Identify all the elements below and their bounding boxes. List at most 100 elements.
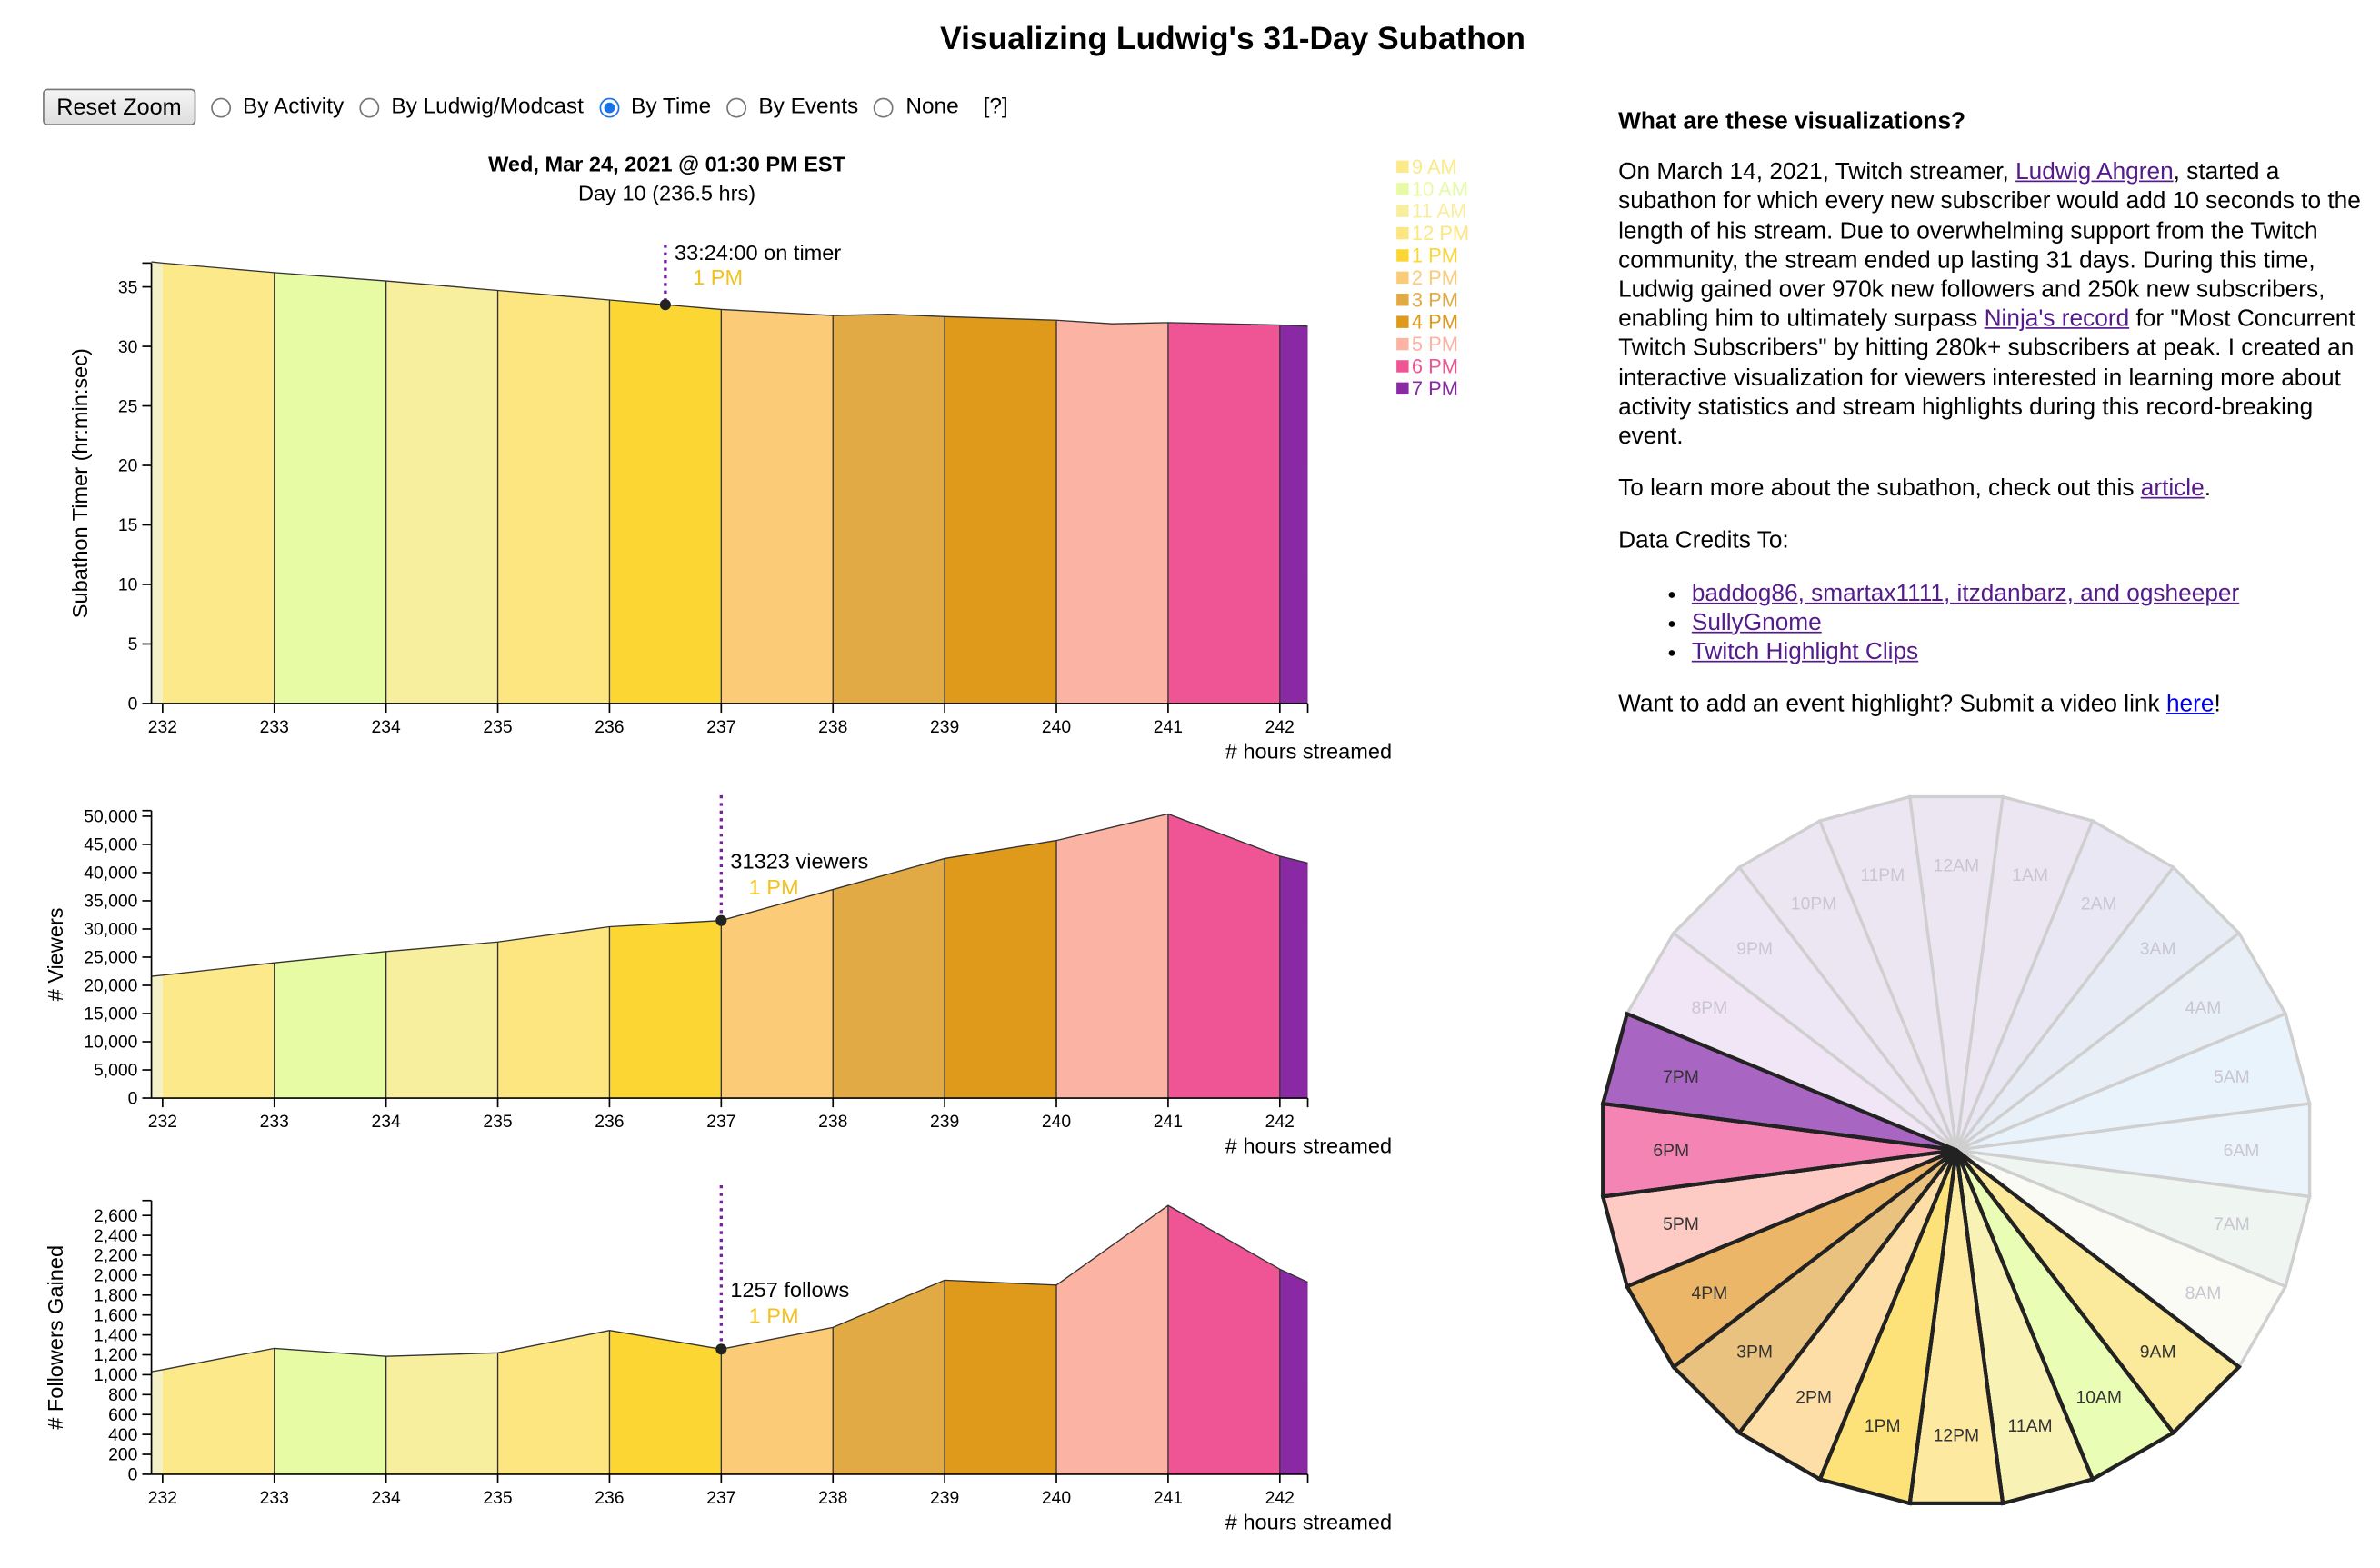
hour-wheel[interactable]: 12AM 1AM 2AM 3AM 4AM 5AM 6AM 7AM 8AM 9AM 10AM 11AM 1… (1591, 784, 2325, 1519)
hover-point[interactable] (659, 299, 671, 311)
hour-segment[interactable] (1167, 814, 1280, 1099)
hour-segment[interactable] (151, 262, 163, 704)
hover-hour-label: 1 PM (693, 265, 743, 289)
hour-segment[interactable] (385, 1353, 498, 1474)
hour-segment[interactable] (945, 840, 1057, 1099)
info-link[interactable]: Ninja's record (1984, 305, 2130, 333)
radio-label: By Events (758, 95, 859, 120)
hour-slice[interactable] (1817, 794, 1958, 1151)
info-heading: What are these visualizations? (1618, 108, 1966, 135)
radio-circle[interactable] (873, 96, 894, 117)
y-tick-label: 45,000 (84, 835, 137, 855)
hour-segment[interactable] (497, 926, 610, 1099)
hover-value-label: 1257 follows (730, 1278, 849, 1302)
hour-slice-label: 4PM (1691, 1283, 1727, 1303)
y-tick-label: 10,000 (84, 1033, 137, 1053)
hour-segment[interactable] (721, 889, 834, 1099)
radio-circle-selected[interactable] (598, 96, 619, 117)
hour-segment[interactable] (1167, 1205, 1280, 1474)
hour-segment[interactable] (1056, 320, 1168, 704)
hour-segment[interactable] (945, 316, 1057, 704)
hour-slice-label: 2PM (1795, 1388, 1832, 1408)
x-tick-label: 241 (1154, 717, 1183, 737)
hour-segment[interactable] (497, 290, 610, 704)
credit-link-sullygnome[interactable]: SullyGnome (1691, 610, 1822, 636)
info-text: ! (2214, 691, 2221, 718)
help-link[interactable]: [?] (983, 95, 1008, 120)
hour-segment[interactable] (1056, 814, 1168, 1099)
hour-segment[interactable] (385, 281, 498, 704)
hour-segment[interactable] (609, 299, 722, 704)
hour-segment[interactable] (1279, 855, 1308, 1099)
hour-segment[interactable] (151, 974, 163, 1099)
hover-value-label: 33:24:00 on timer (675, 241, 841, 265)
hour-segment[interactable] (151, 1369, 163, 1474)
y-tick-label: 5 (128, 634, 138, 654)
hour-segment[interactable] (945, 1280, 1057, 1474)
series-line (151, 261, 1308, 327)
radio-by-ludwig-modcast[interactable]: By Ludwig/Modcast (359, 95, 584, 119)
timer-chart[interactable]: 232 233 234 235 236 237 238 239 240 241 242 0 5 10 15 2… (68, 241, 1392, 763)
hour-segment[interactable] (1279, 1269, 1308, 1474)
hour-segment[interactable] (1167, 322, 1280, 704)
hour-segment[interactable] (1279, 325, 1308, 704)
hour-segment[interactable] (609, 1330, 722, 1474)
credit-item: baddog86, smartax1111, itzdanbarz, and o… (1692, 579, 2362, 608)
legend-swatch (1396, 315, 1409, 328)
radio-by-events[interactable]: By Events (726, 95, 858, 119)
hour-segment[interactable] (497, 1330, 610, 1474)
hour-segment[interactable] (162, 263, 275, 704)
hour-segment[interactable] (609, 920, 722, 1099)
info-link[interactable]: Ludwig Ahgren (2015, 159, 2174, 185)
hover-point[interactable] (715, 1343, 727, 1355)
credit-link-contributors[interactable]: baddog86, smartax1111, itzdanbarz, and o… (1691, 580, 2240, 607)
info-link[interactable]: here (2165, 691, 2215, 718)
current-day: Day 10 (236.5 hrs) (578, 181, 755, 205)
reset-zoom-button[interactable]: Reset Zoom (43, 88, 195, 125)
hover-point[interactable] (715, 914, 727, 926)
radio-circle[interactable] (726, 96, 746, 117)
hour-segment[interactable] (274, 1348, 386, 1474)
hour-segment[interactable] (162, 963, 275, 1099)
x-tick-label: 235 (483, 1488, 512, 1508)
x-tick-label: 238 (818, 1112, 847, 1132)
hour-segment[interactable] (1056, 1205, 1168, 1474)
hour-slice-label: 12AM (1934, 855, 1980, 875)
hour-slice-outline (1601, 1012, 1958, 1153)
credit-link-twitch-clips[interactable]: Twitch Highlight Clips (1691, 639, 1919, 665)
radio-none[interactable]: None (873, 95, 959, 119)
y-tick-label: 40,000 (84, 864, 137, 884)
legend-swatch (1396, 271, 1409, 285)
legend-swatch (1396, 294, 1409, 306)
hour-slice-label: 4AM (2185, 998, 2222, 1018)
hour-segment[interactable] (274, 272, 386, 704)
credits-list: baddog86, smartax1111, itzdanbarz, and o… (1618, 579, 2362, 667)
legend-swatch (1396, 249, 1409, 262)
info-text: To learn more about the subathon, check … (1618, 475, 2141, 503)
hour-segment[interactable] (274, 951, 386, 1099)
y-tick-label: 0 (128, 1089, 138, 1109)
x-tick-label: 232 (148, 1488, 177, 1508)
radio-circle[interactable] (359, 96, 379, 117)
hour-segment[interactable] (833, 858, 945, 1099)
legend-label: 7 PM (1412, 377, 1458, 400)
info-link[interactable]: article (2140, 475, 2205, 503)
hour-segment[interactable] (721, 309, 834, 704)
hour-segment[interactable] (721, 1327, 834, 1474)
hour-segment[interactable] (833, 314, 945, 704)
viewers-chart[interactable]: 232 233 234 235 236 237 238 239 240 241 242 0 5,000 1… (44, 794, 1392, 1158)
hover-hour-label: 1 PM (749, 875, 799, 899)
y-tick-label: 800 (108, 1385, 137, 1405)
followers-chart[interactable]: 232 233 234 235 236 237 238 239 240 241 242 0200400… (44, 1184, 1392, 1534)
legend-swatch (1396, 382, 1409, 395)
legend-label: 5 PM (1412, 333, 1458, 355)
y-tick-label: 1,000 (94, 1365, 137, 1385)
radio-by-activity[interactable]: By Activity (210, 95, 344, 119)
x-tick-label: 238 (818, 717, 847, 737)
y-tick-label: 1,400 (94, 1325, 137, 1345)
hour-segment[interactable] (162, 1348, 275, 1474)
radio-by-time[interactable]: By Time (598, 95, 711, 119)
hour-segment[interactable] (833, 1280, 945, 1474)
radio-circle[interactable] (210, 96, 231, 117)
hour-segment[interactable] (385, 942, 498, 1099)
